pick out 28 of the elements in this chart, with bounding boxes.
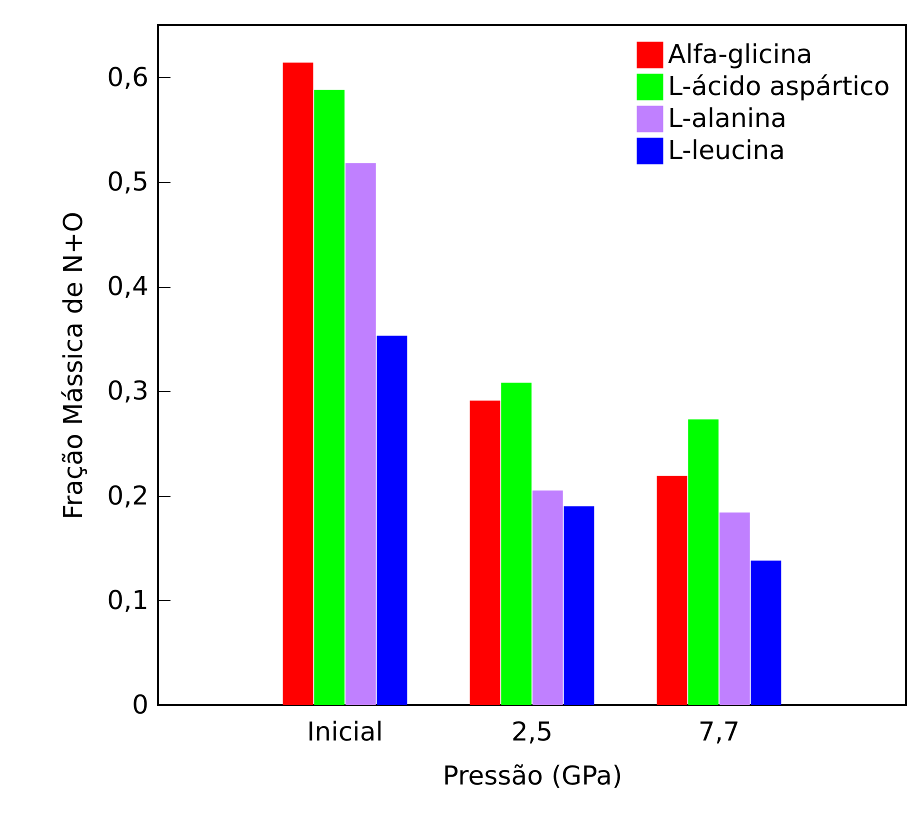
legend-label: L-alanina — [668, 104, 787, 134]
x-tick-label: Inicial — [306, 718, 384, 748]
y-tick-label: 0,3 — [107, 376, 148, 407]
bar — [750, 560, 782, 705]
bar — [688, 419, 719, 705]
y-axis-title: Fração Mássica de N+O — [59, 212, 90, 520]
x-axis-title: Pressão (GPa) — [442, 762, 622, 792]
x-tick-label: 2,5 — [511, 718, 553, 748]
legend-label: L-ácido aspártico — [668, 72, 890, 102]
bar — [501, 382, 532, 705]
bar — [345, 163, 376, 705]
bar — [376, 336, 408, 705]
y-tick-label: 0,4 — [107, 272, 148, 302]
bar — [470, 400, 500, 705]
y-tick-label: 0 — [132, 690, 148, 720]
bar — [282, 62, 314, 705]
bar — [719, 512, 750, 705]
bar — [564, 506, 594, 705]
bar — [314, 90, 345, 705]
bar — [532, 490, 563, 705]
x-tick-label: 7,7 — [698, 718, 740, 748]
y-tick-label: 0,5 — [107, 167, 148, 198]
bar — [656, 476, 688, 705]
y-tick-label: 0,1 — [107, 586, 148, 616]
legend-label: L-leucina — [668, 136, 786, 166]
y-tick-label: 0,6 — [107, 62, 148, 93]
y-tick-label: 0,2 — [107, 481, 148, 512]
legend-label: Alfa-glicina — [668, 40, 812, 70]
